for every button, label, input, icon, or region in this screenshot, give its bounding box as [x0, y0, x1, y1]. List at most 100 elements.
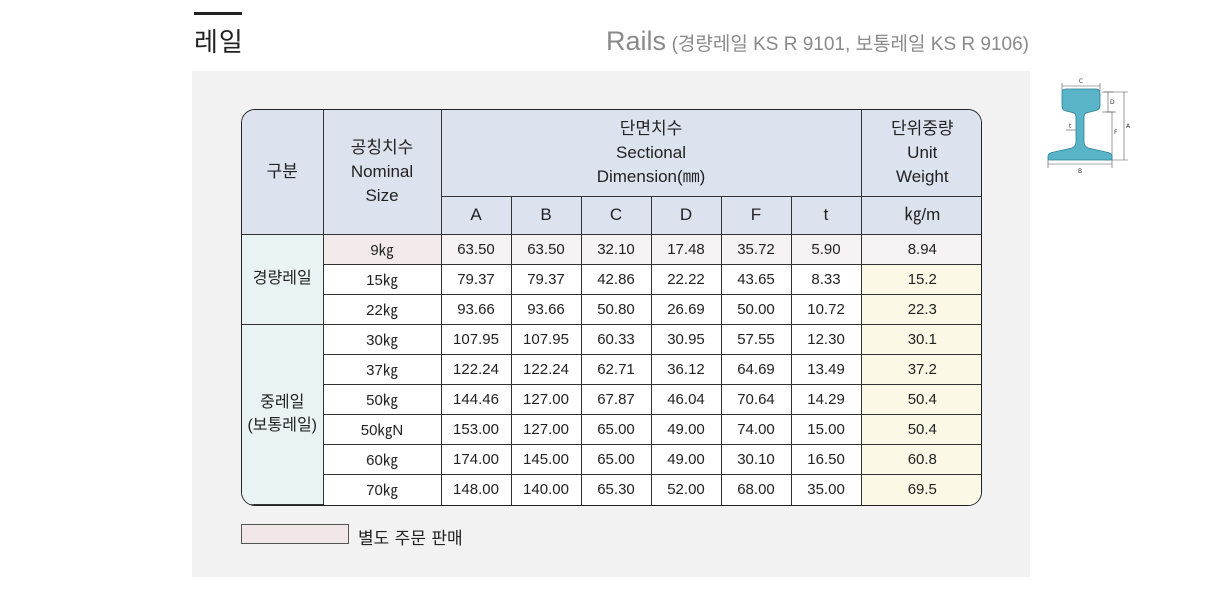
group-label: 경량레일 [242, 233, 324, 325]
table-row: 22㎏ 93.66 93.66 50.80 26.69 50.00 10.72 22.3 [242, 293, 981, 325]
unit-weight-cell: 8.94 [860, 233, 981, 265]
dimension-cell-f: 64.69 [720, 353, 792, 385]
nominal-size-cell: 50㎏ [323, 383, 442, 415]
dimension-cell-d: 26.69 [650, 293, 722, 325]
dimension-cell-a: 153.00 [440, 413, 512, 445]
dimension-cell-c: 65.00 [580, 413, 652, 445]
header-col-t: t [790, 195, 862, 235]
dimension-cell-a: 174.00 [440, 443, 512, 475]
header-nominal-en: Nominal [350, 161, 414, 181]
dimension-cell-f: 43.65 [720, 263, 792, 295]
dimension-cell-t: 8.33 [790, 263, 862, 295]
dimension-cell-c: 60.33 [580, 323, 652, 355]
unit-weight-cell: 50.4 [860, 413, 981, 445]
dimension-cell-d: 22.22 [650, 263, 722, 295]
dimension-cell-d: 36.12 [650, 353, 722, 385]
dimension-cell-b: 93.66 [510, 293, 582, 325]
table-row: 15㎏ 79.37 79.37 42.86 22.22 43.65 8.33 15.2 [242, 263, 981, 295]
dimension-cell-f: 35.72 [720, 233, 792, 265]
rail-cross-section-icon: C D A F t B [1047, 78, 1131, 175]
unit-weight-cell: 15.2 [860, 263, 981, 295]
dim-label-b: B [1078, 168, 1082, 175]
nominal-size-cell: 70㎏ [323, 473, 442, 505]
header-weight-en2: Weight [895, 166, 949, 186]
dim-label-t: t [1069, 123, 1072, 130]
group-label-main: 경량레일 [252, 270, 312, 288]
header-col-d: D [650, 195, 722, 235]
nominal-size-cell: 30㎏ [322, 323, 442, 355]
table-row: 경량레일 9㎏ 63.50 63.50 32.10 17.48 35.72 5.90 8.94 [242, 233, 981, 325]
unit-weight-cell: 22.3 [860, 293, 981, 325]
dimension-cell-b: 140.00 [510, 473, 582, 505]
dimension-cell-t: 5.90 [790, 233, 862, 265]
unit-weight-cell: 50.4 [860, 383, 981, 415]
rail-shape [1047, 88, 1113, 161]
header-section-ko: 단면치수 [619, 119, 683, 139]
dimension-cell-b: 127.00 [510, 413, 582, 445]
header-col-b: B [510, 195, 582, 235]
rail-spec-table: 구분 공칭치수 Nominal Size 단면치수 Sectional Dime… [241, 109, 982, 506]
dimension-cell-f: 30.10 [720, 443, 792, 475]
dimension-cell-b: 122.24 [510, 353, 582, 385]
nominal-size-cell: 37㎏ [323, 353, 442, 385]
dimension-cell-b: 63.50 [510, 233, 582, 265]
dim-label-d: D [1110, 99, 1115, 106]
dimension-cell-d: 46.04 [650, 383, 722, 415]
table-row: 70㎏ 148.00 140.00 65.30 52.00 68.00 35.00 69.5 [242, 473, 981, 505]
header-section-en2: Dimension(㎜) [596, 166, 706, 186]
legend-swatch [241, 524, 349, 544]
dimension-cell-c: 62.71 [580, 353, 652, 385]
dimension-cell-a: 144.46 [440, 383, 512, 415]
unit-weight-cell: 37.2 [860, 353, 981, 385]
nominal-size-cell: 50㎏N [323, 413, 442, 445]
dimension-cell-b: 145.00 [510, 443, 582, 475]
dimension-cell-t: 12.30 [790, 323, 862, 355]
dimension-cell-d: 30.95 [650, 323, 722, 355]
header-unit-weight: 단위중량 Unit Weight [860, 110, 981, 197]
subtitle-main: Rails [606, 26, 667, 56]
dimension-cell-c: 32.10 [580, 233, 652, 265]
nominal-size-cell: 22㎏ [323, 293, 442, 325]
header-weight-unit: ㎏/m [860, 195, 981, 235]
page-title: 레일 [194, 28, 244, 58]
header-section-en: Sectional [616, 142, 686, 162]
dimension-cell-f: 74.00 [720, 413, 792, 445]
table-row: 60㎏ 174.00 145.00 65.00 49.00 30.10 16.50 60.8 [242, 443, 981, 475]
nominal-size-cell: 9㎏ [322, 233, 442, 265]
dimension-cell-t: 14.29 [790, 383, 862, 415]
unit-weight-cell: 69.5 [860, 473, 981, 505]
nominal-size-cell: 15㎏ [323, 263, 442, 295]
nominal-size-cell: 60㎏ [323, 443, 442, 475]
dimension-cell-t: 13.49 [790, 353, 862, 385]
header-col-f: F [720, 195, 792, 235]
dimension-cell-d: 49.00 [650, 413, 722, 445]
dimension-cell-c: 50.80 [580, 293, 652, 325]
table-row: 50㎏N 153.00 127.00 65.00 49.00 74.00 15.00 50.4 [242, 413, 981, 445]
dimension-cell-a: 148.00 [440, 473, 512, 505]
subtitle-standard: (경량레일 KS R 9101, 보통레일 KS R 9106) [671, 34, 1029, 55]
header-sectional-dimension: 단면치수 Sectional Dimension(㎜) [440, 110, 862, 197]
header-nominal-en2: Size [365, 185, 399, 205]
spec-table: 구분 공칭치수 Nominal Size 단면치수 Sectional Dime… [242, 110, 981, 505]
dimension-cell-f: 57.55 [720, 323, 792, 355]
legend-label: 별도 주문 판매 [358, 529, 463, 549]
header-weight-en: Unit [907, 142, 938, 162]
dimension-cell-a: 93.66 [440, 293, 512, 325]
header-nominal-ko: 공칭치수 [350, 138, 414, 158]
dimension-cell-a: 63.50 [440, 233, 512, 265]
dimension-cell-f: 68.00 [720, 473, 792, 505]
dimension-cell-b: 79.37 [510, 263, 582, 295]
dimension-cell-c: 65.00 [580, 443, 652, 475]
dimension-cell-a: 107.95 [440, 323, 512, 355]
dimension-cell-c: 42.86 [580, 263, 652, 295]
dimension-cell-d: 49.00 [650, 443, 722, 475]
dimension-cell-c: 65.30 [580, 473, 652, 505]
unit-weight-cell: 60.8 [860, 443, 981, 475]
dimension-cell-a: 122.24 [440, 353, 512, 385]
header-nominal-size: 공칭치수 Nominal Size [322, 110, 442, 235]
header-col-c: C [580, 195, 652, 235]
dim-label-f: F [1114, 129, 1118, 136]
group-label: 중레일 (보통레일) [242, 323, 324, 505]
dimension-cell-t: 10.72 [790, 293, 862, 325]
dimension-cell-f: 50.00 [720, 293, 792, 325]
